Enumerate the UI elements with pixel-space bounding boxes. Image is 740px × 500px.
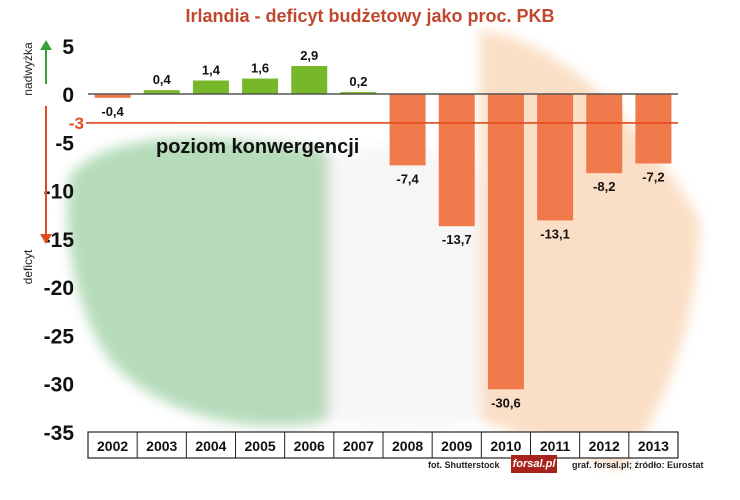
bar-value-label: -0,4 — [101, 104, 124, 119]
x-tick-label: 2009 — [441, 438, 472, 454]
bar-value-label: 0,2 — [349, 74, 367, 89]
y-tick-label: -25 — [44, 325, 75, 348]
x-tick-label: 2013 — [638, 438, 669, 454]
bar-value-label: -7,2 — [642, 169, 664, 184]
bar-value-label: 2,9 — [300, 48, 318, 63]
surplus-arrow-icon — [40, 40, 52, 50]
bar — [242, 78, 279, 94]
brand-logo: forsal.pl — [511, 455, 557, 473]
x-tick-label: 2006 — [294, 438, 325, 454]
x-tick-label: 2003 — [146, 438, 177, 454]
reference-line-label: -3 — [69, 114, 84, 133]
bar-value-label: 1,4 — [202, 62, 221, 77]
bar — [438, 94, 475, 227]
bar-value-label: -7,4 — [396, 171, 419, 186]
y-tick-label: 0 — [62, 84, 74, 107]
bar — [389, 94, 426, 166]
deficit-axis-label: deficyt — [21, 249, 35, 285]
bar-value-label: -13,1 — [540, 226, 570, 241]
x-tick-label: 2007 — [343, 438, 374, 454]
y-tick-label: 5 — [62, 36, 74, 59]
bar — [94, 94, 131, 98]
bar — [537, 94, 574, 221]
bar — [291, 66, 328, 94]
bar — [586, 94, 623, 174]
chart-title: Irlandia - deficyt budżetowy jako proc. … — [185, 6, 555, 26]
x-tick-label: 2010 — [490, 438, 521, 454]
bar-value-label: 1,6 — [251, 61, 269, 76]
deficit-arrow-icon — [40, 234, 52, 244]
y-tick-label: -30 — [44, 374, 74, 397]
bar — [635, 94, 672, 164]
bar — [192, 80, 229, 94]
y-tick-label: -10 — [44, 181, 74, 204]
bar-value-label: -30,6 — [491, 395, 521, 410]
bar — [340, 92, 377, 94]
y-tick-label: -35 — [44, 422, 75, 445]
x-tick-label: 2005 — [245, 438, 276, 454]
bar-value-label: -8,2 — [593, 179, 615, 194]
source-note: graf. forsal.pl; źródło: Eurostat — [572, 460, 704, 470]
bar — [487, 94, 524, 390]
reference-annotation: poziom konwergencji — [156, 136, 359, 158]
x-tick-label: 2012 — [589, 438, 620, 454]
y-tick-label: -20 — [44, 277, 74, 300]
bar-value-label: 0,4 — [153, 72, 172, 87]
x-tick-label: 2002 — [97, 438, 128, 454]
surplus-axis-label: nadwyżka — [21, 42, 35, 96]
bar-value-label: -13,7 — [442, 232, 472, 247]
x-tick-label: 2011 — [540, 438, 571, 454]
bar — [143, 90, 180, 94]
photo-credit: fot. Shutterstock — [428, 460, 500, 470]
x-tick-label: 2004 — [195, 438, 226, 454]
x-tick-label: 2008 — [392, 438, 423, 454]
y-tick-label: -5 — [55, 132, 74, 155]
